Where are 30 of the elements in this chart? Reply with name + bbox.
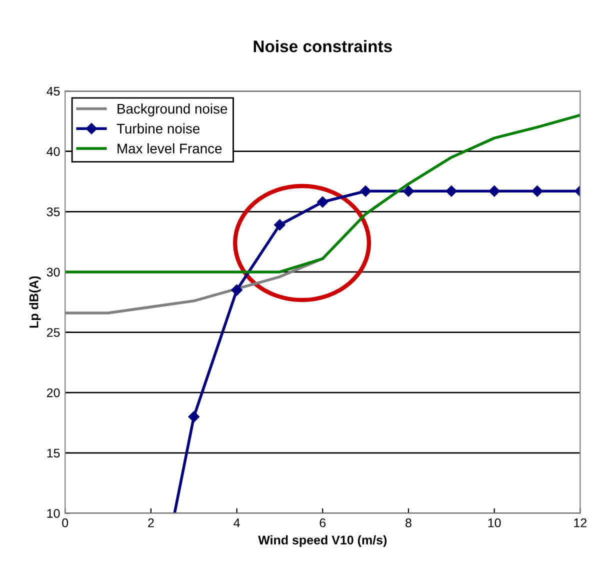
- y-tick-label: 10: [47, 509, 60, 518]
- y-tick-label: 20: [46, 388, 60, 398]
- y-tick-label: 45: [46, 86, 60, 96]
- point: [231, 284, 242, 296]
- x-tick-label: 10: [488, 518, 501, 528]
- x-axis-title: Wind speed V10 (m/s): [258, 535, 387, 547]
- x-tick-label: 8: [406, 518, 412, 528]
- y-tick-label: 25: [46, 328, 60, 337]
- y-axis-title: Lp dB(A): [29, 276, 41, 328]
- x-tick-label: 0: [62, 518, 68, 528]
- point: [488, 186, 500, 197]
- legend-label: Turbine noise: [116, 123, 200, 134]
- point: [317, 196, 328, 208]
- y-tick-label: 15: [47, 448, 60, 458]
- x-tick-label: 12: [574, 518, 586, 528]
- legend-label: Max level France: [118, 143, 222, 154]
- x-tick-label: 2: [148, 518, 154, 528]
- legend-label: Background noise: [118, 104, 228, 116]
- point: [274, 219, 286, 231]
- y-tick-label: 40: [46, 147, 60, 156]
- y-tick-label: 30: [46, 268, 60, 277]
- x-tick-label: 6: [320, 518, 326, 528]
- x-tick-label: 4: [234, 518, 240, 528]
- y-tick-label: 35: [46, 207, 60, 216]
- point: [402, 186, 414, 197]
- chart-title: Noise constraints: [254, 40, 392, 52]
- point: [360, 186, 372, 197]
- point: [446, 186, 458, 197]
- point: [532, 186, 543, 197]
- point: [188, 411, 200, 422]
